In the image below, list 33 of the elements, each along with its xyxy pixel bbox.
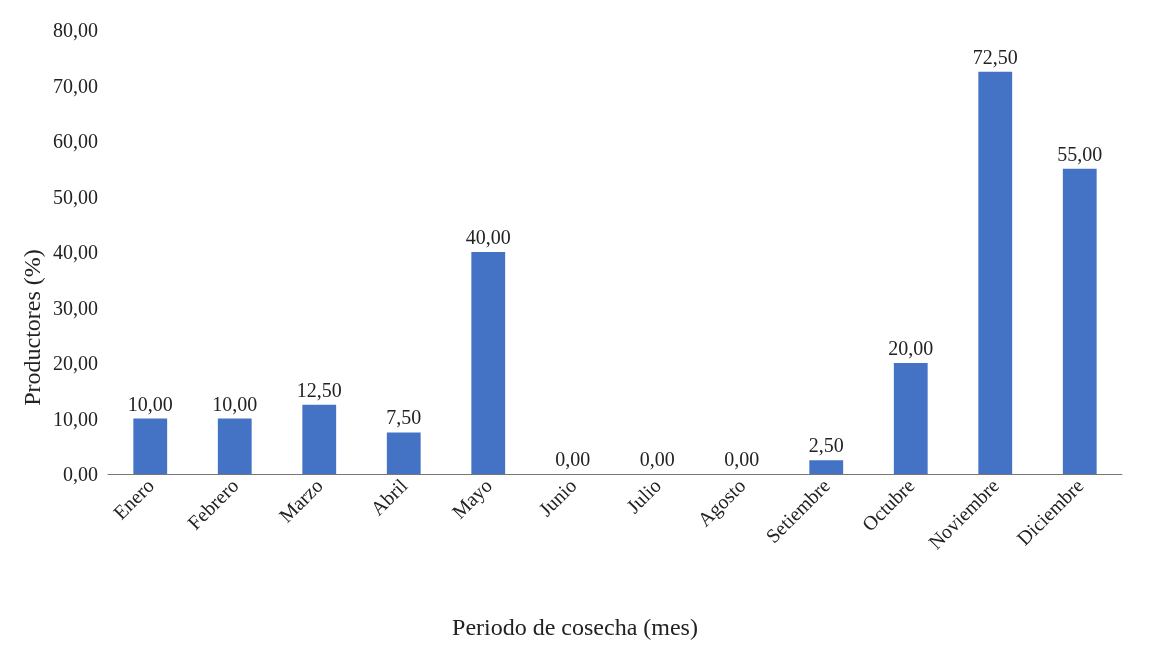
y-tick-label: 70,00 <box>53 74 98 97</box>
bar <box>893 363 928 474</box>
bar <box>386 432 421 474</box>
data-label: 10,00 <box>127 392 173 415</box>
y-tick-label: 10,00 <box>53 407 98 430</box>
bar <box>217 418 252 474</box>
bar <box>302 404 337 474</box>
data-label: 12,50 <box>296 378 342 401</box>
data-label: 10,00 <box>212 392 258 415</box>
bar <box>133 418 168 474</box>
bar <box>471 252 506 474</box>
data-label: 2,50 <box>808 434 844 457</box>
bar <box>1062 168 1097 474</box>
x-tick-label: Julio <box>621 474 666 518</box>
y-tick-label: 30,00 <box>53 296 98 319</box>
y-axis-title: Productores (%) <box>19 249 45 406</box>
data-label: 72,50 <box>972 45 1018 68</box>
data-label: 55,00 <box>1057 142 1103 165</box>
data-label: 0,00 <box>639 448 675 470</box>
y-tick-label: 60,00 <box>53 130 98 152</box>
y-tick-label: 80,00 <box>53 19 98 41</box>
data-label: 20,00 <box>888 337 934 359</box>
bar <box>809 460 844 474</box>
data-label: 0,00 <box>555 448 591 470</box>
y-tick-label: 40,00 <box>53 241 98 263</box>
y-tick-label: 50,00 <box>53 185 98 208</box>
x-axis-title: Periodo de cosecha (mes) <box>452 614 698 640</box>
data-label: 7,50 <box>386 406 422 429</box>
y-tick-label: 0,00 <box>63 463 98 485</box>
bar <box>978 71 1013 474</box>
y-tick-label: 20,00 <box>53 352 98 374</box>
data-label: 40,00 <box>465 226 511 248</box>
data-label: 0,00 <box>724 448 760 470</box>
